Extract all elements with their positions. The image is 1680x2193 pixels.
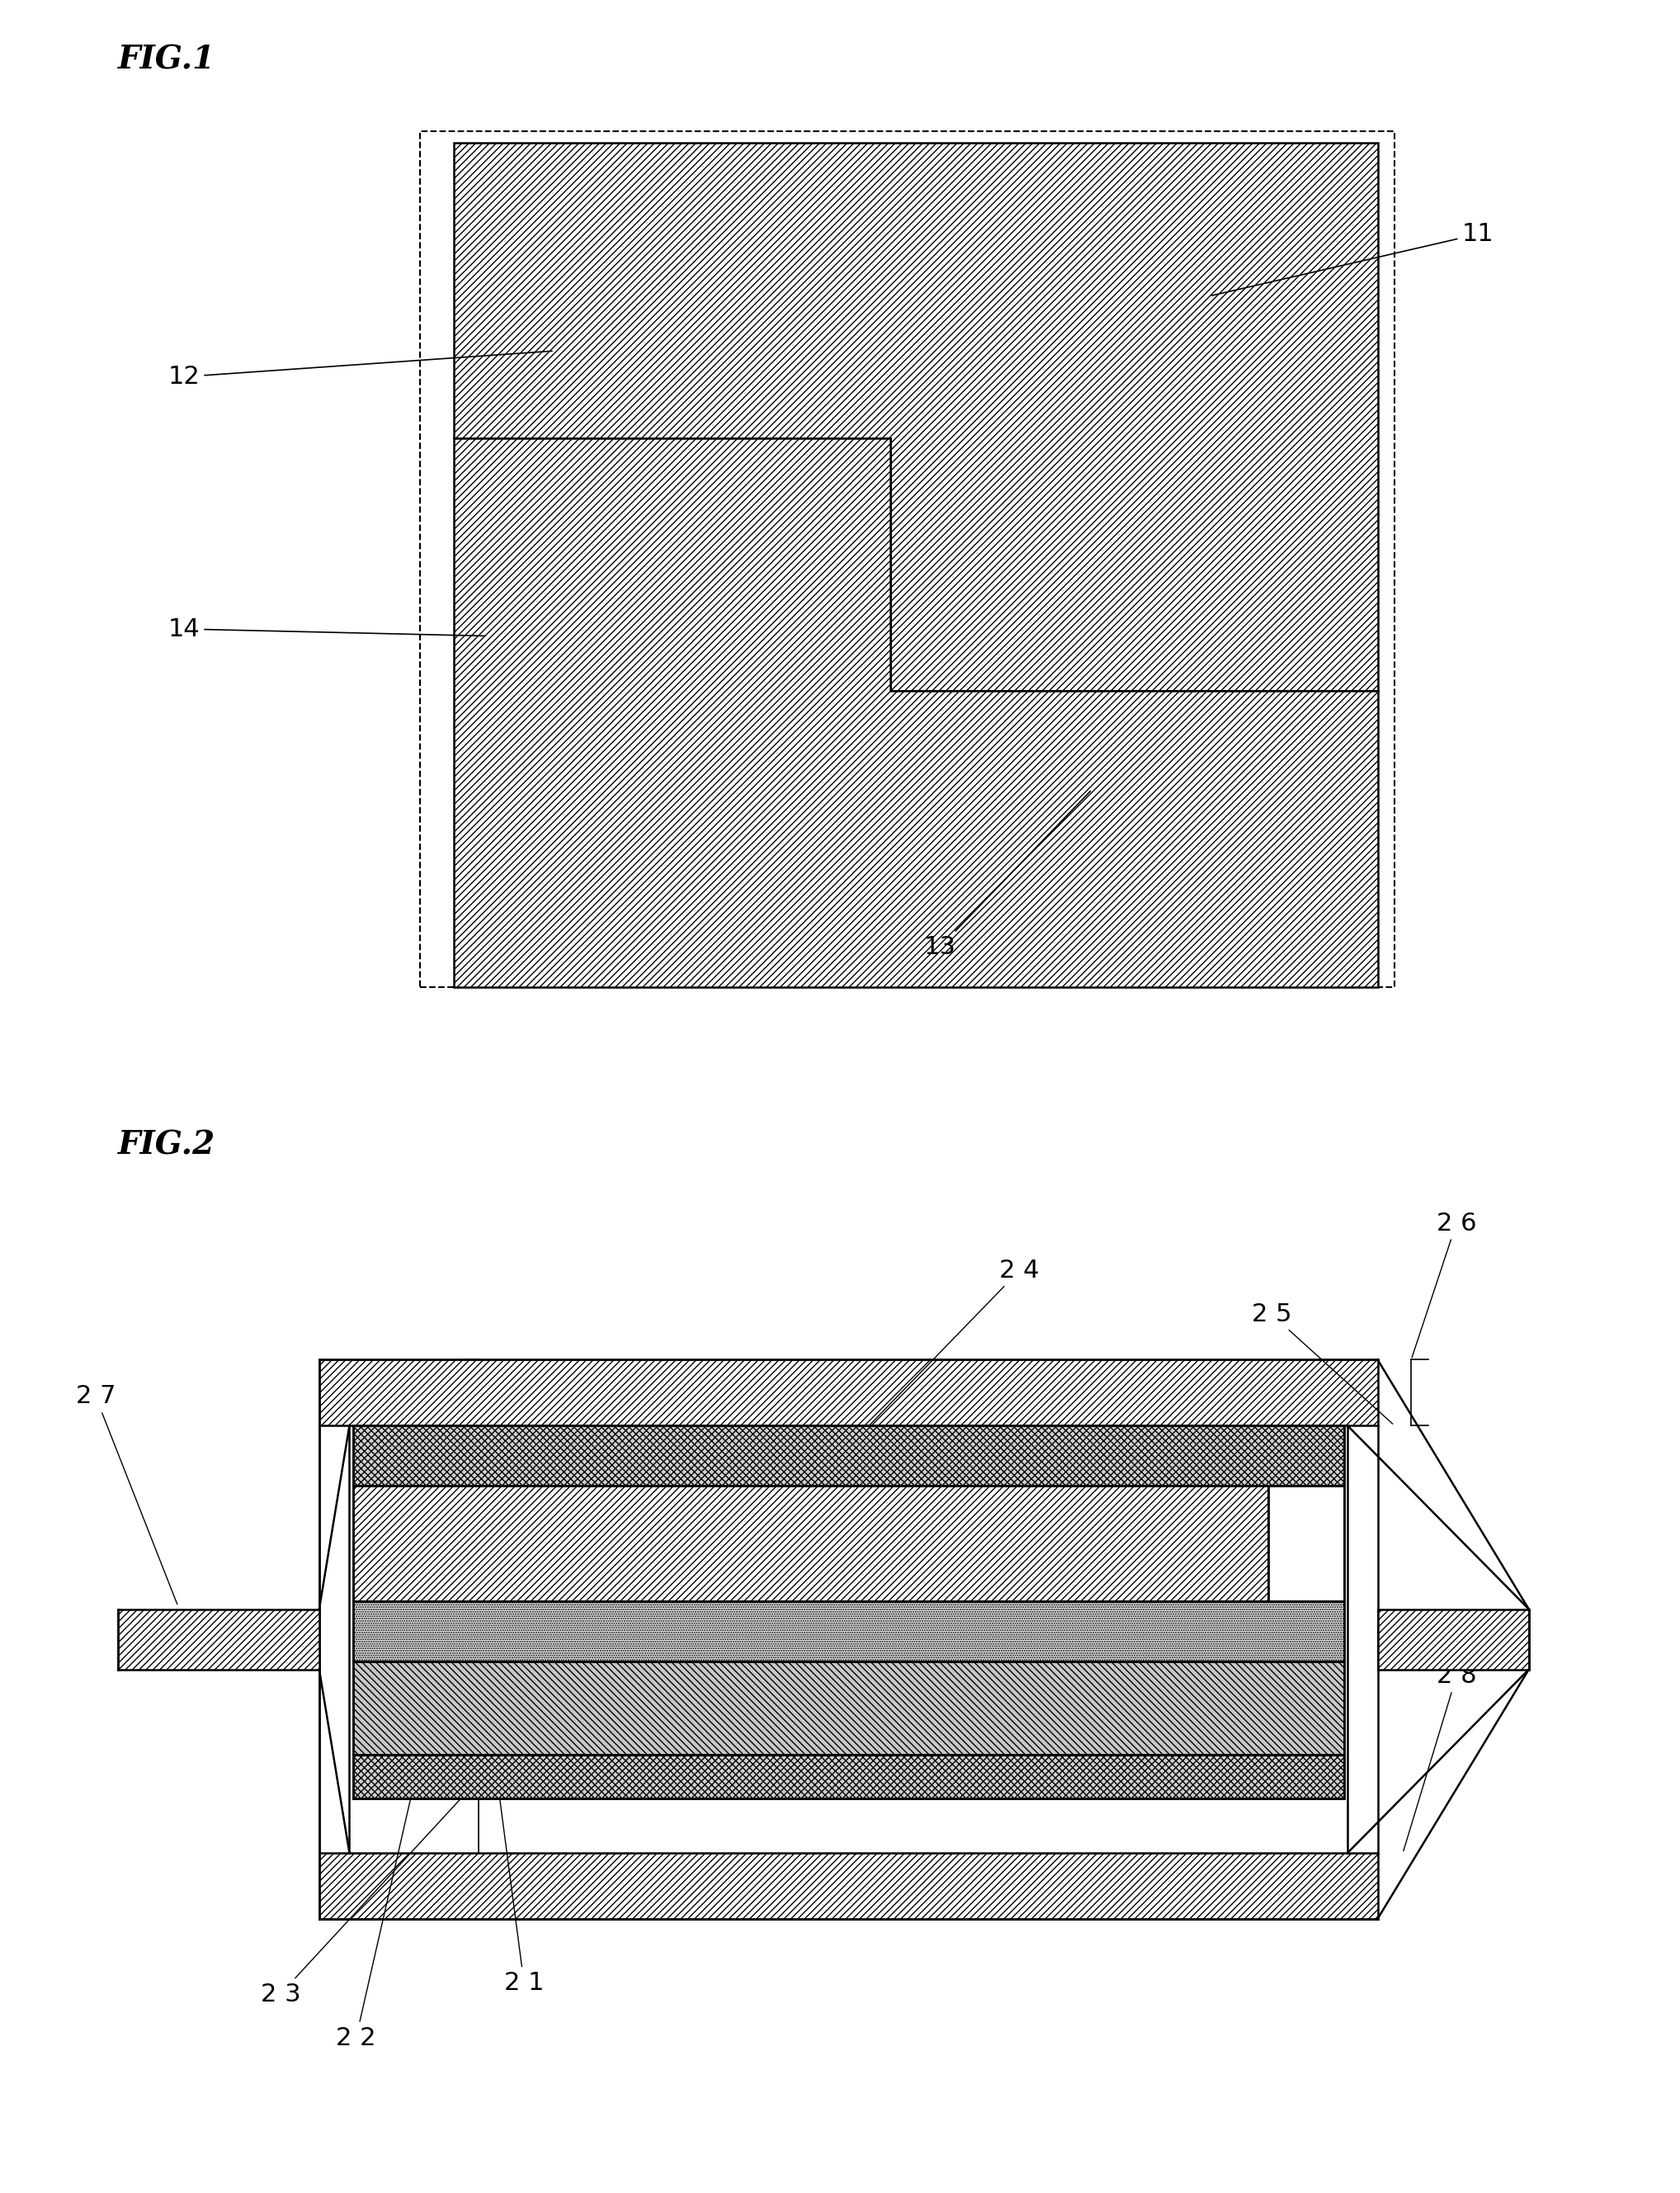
Text: 11: 11 (1211, 221, 1494, 296)
Bar (118, 1610, 319, 1669)
Text: 2 7: 2 7 (76, 1384, 178, 1605)
Text: 2 4: 2 4 (842, 1259, 1040, 1454)
Bar (1378, 1610, 1529, 1669)
Bar (353, 1487, 1268, 1601)
Polygon shape (454, 439, 1378, 987)
Text: 2 6: 2 6 (1411, 1211, 1477, 1357)
Bar (353, 1662, 1344, 1754)
Bar (319, 1425, 1378, 1853)
Text: FIG.1: FIG.1 (118, 44, 215, 75)
Text: 2 5: 2 5 (1252, 1303, 1393, 1423)
Text: 12: 12 (168, 351, 553, 388)
Bar (353, 1425, 1344, 1487)
Bar (319, 1360, 1378, 1425)
Bar (353, 1601, 1344, 1662)
Bar (353, 1754, 1344, 1798)
Bar (319, 1853, 1378, 1919)
Text: 2 2: 2 2 (336, 1502, 479, 2050)
Text: 14: 14 (168, 616, 486, 640)
Polygon shape (454, 143, 1378, 691)
Text: FIG.2: FIG.2 (118, 1129, 215, 1160)
Text: 2 1: 2 1 (479, 1643, 544, 1996)
Text: 13: 13 (924, 792, 1090, 958)
Text: 2 8: 2 8 (1403, 1664, 1477, 1851)
Bar (420, 132, 1394, 987)
Text: 2 3: 2 3 (260, 1781, 477, 2007)
